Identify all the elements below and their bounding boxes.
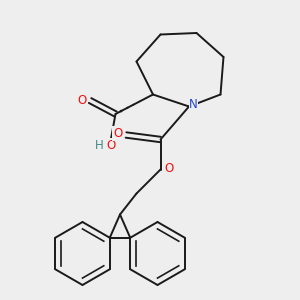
Text: O: O	[113, 127, 122, 140]
Text: N: N	[189, 98, 198, 112]
Text: O: O	[165, 161, 174, 175]
Text: O: O	[106, 139, 116, 152]
Text: H: H	[94, 139, 103, 152]
Text: O: O	[78, 94, 87, 107]
